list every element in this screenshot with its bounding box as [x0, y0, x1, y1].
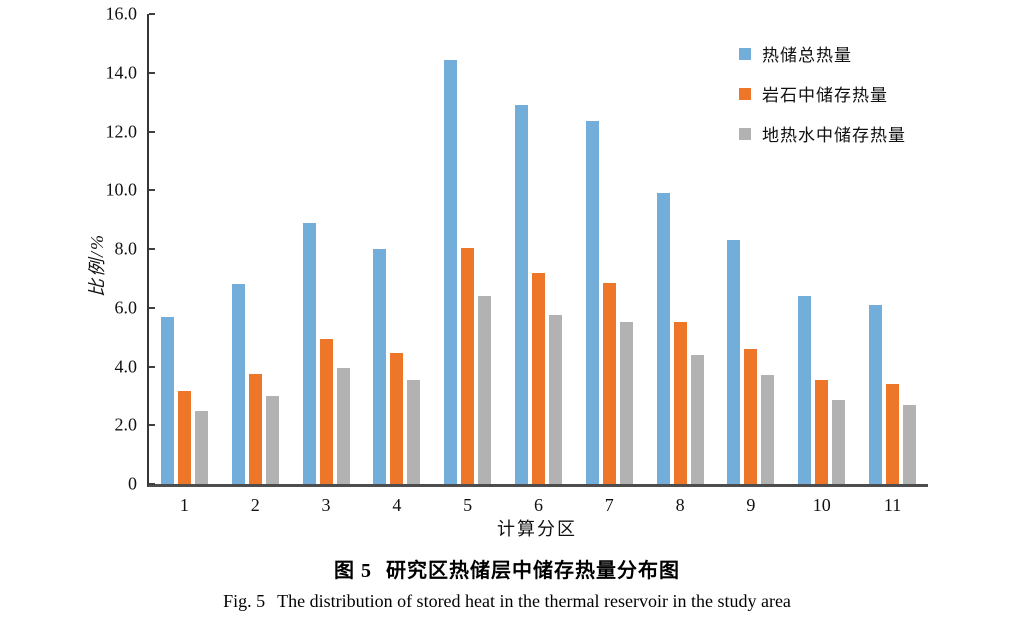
bar-total-heat: [160, 316, 174, 484]
x-tick-label: 7: [604, 495, 614, 515]
x-tick-label: 8: [675, 495, 685, 515]
bar-rock-heat: [531, 272, 545, 484]
bar-group: 8: [656, 14, 704, 515]
y-tick-label: 4.0: [114, 356, 138, 376]
bar-group: 3: [302, 14, 350, 515]
y-tick-label: 2.0: [114, 414, 138, 435]
y-tick-label: 10.0: [105, 179, 138, 200]
x-tick-label: 5: [463, 495, 473, 515]
bar-group: 10: [798, 14, 846, 515]
bar-total-heat: [727, 240, 741, 484]
y-tick-label: 12.0: [105, 121, 138, 141]
y-tick: [149, 248, 155, 250]
y-axis-ticks: 0 2.0 4.0 6.0 8.0 10.0 12.0 14.0 16.0: [106, 4, 928, 494]
x-tick-label: 1: [179, 495, 189, 515]
legend: 热储总热量岩石中储存热量 地热水中储存热量: [739, 41, 906, 146]
bar-rock-heat: [815, 379, 829, 484]
y-tick-label: 14.0: [105, 62, 138, 83]
bar-rock-heat: [886, 384, 900, 484]
y-tick: [149, 130, 155, 133]
x-tick-label: 9: [746, 495, 756, 515]
y-tick: [149, 424, 155, 427]
bar-total-heat: [585, 121, 599, 484]
bar-group: 5: [444, 14, 492, 515]
legend-label-total-heat: 热储总热量: [762, 46, 852, 65]
y-tick: [149, 483, 155, 485]
caption-zh-prefix: 图 5: [334, 560, 372, 582]
y-tick-label: 16.0: [105, 3, 138, 24]
bar-group: 11: [869, 14, 917, 515]
caption-zh: 图 5 研究区热储层中储存热量分布图: [0, 554, 1014, 583]
bar-water-heat: [832, 400, 846, 484]
x-tick-label: 11: [883, 495, 902, 515]
bar-water-heat: [478, 296, 492, 484]
bar-rock-heat: [461, 247, 475, 484]
bar-group: 4: [373, 14, 421, 515]
bar-total-heat: [514, 105, 528, 484]
bar-water-heat: [619, 322, 633, 484]
y-tick: [149, 13, 155, 15]
bar-group: 7: [585, 14, 633, 515]
bar-rock-heat: [319, 338, 333, 484]
legend-item-rock-heat: 岩石中储存热量: [739, 81, 906, 106]
x-tick-label: 3: [321, 495, 331, 515]
bar-total-heat: [869, 304, 883, 484]
bar-total-heat: [444, 59, 458, 484]
bar-group: 2: [231, 14, 279, 515]
bar-total-heat: [798, 296, 812, 484]
bar-total-heat: [656, 193, 670, 484]
y-tick: [149, 189, 155, 192]
bar-group: 1: [160, 14, 208, 515]
bar-total-heat: [302, 222, 316, 484]
bar-total-heat: [231, 284, 245, 484]
bar-water-heat: [407, 379, 421, 484]
legend-swatch-water-heat: [739, 127, 751, 140]
caption-en: Fig. 5 The distribution of stored heat in…: [0, 591, 1014, 612]
bar-group: 6: [514, 14, 562, 515]
caption-en-text: The distribution of stored heat in the t…: [277, 591, 791, 611]
bar-rock-heat: [673, 322, 687, 484]
caption-zh-text: 研究区热储层中储存热量分布图: [386, 560, 680, 582]
bar-rock-heat: [744, 348, 758, 484]
y-tick: [149, 306, 155, 309]
x-tick-label: 6: [533, 495, 543, 515]
legend-label-rock-heat: 岩石中储存热量: [762, 86, 888, 105]
y-tick-label: 8.0: [114, 238, 138, 259]
bar-water-heat: [761, 375, 775, 484]
bar-water-heat: [903, 404, 917, 484]
bar-rock-heat: [177, 391, 191, 484]
legend-label-water-heat: 地热水中储存热量: [762, 126, 906, 145]
y-tick: [149, 365, 155, 368]
caption-en-prefix: Fig. 5: [223, 591, 266, 611]
bar-water-heat: [265, 395, 279, 484]
legend-item-total-heat: 热储总热量: [739, 41, 906, 66]
bar-groups: 1 2 3 4 5 6 7 8 9 10 11: [149, 14, 928, 515]
bar-water-heat: [194, 410, 208, 484]
x-tick-label: 2: [250, 495, 260, 515]
bar-water-heat: [690, 354, 704, 484]
legend-item-water-heat: 地热水中储存热量: [739, 121, 906, 146]
legend-swatch-total-heat: [739, 47, 751, 60]
y-axis-title: 比例/%: [87, 233, 107, 297]
x-axis-title: 计算分区: [497, 519, 577, 539]
bar-group: 9: [727, 14, 775, 515]
bar-rock-heat: [390, 353, 404, 484]
bar-water-heat: [336, 367, 350, 484]
bar-water-heat: [548, 315, 562, 484]
legend-swatch-rock-heat: [739, 87, 751, 100]
bar-total-heat: [373, 249, 387, 484]
bar-rock-heat: [602, 282, 616, 484]
x-tick-label: 4: [392, 495, 402, 515]
y-tick-label: 0: [128, 473, 137, 494]
bar-rock-heat: [248, 373, 262, 484]
y-tick-label: 6.0: [114, 297, 138, 318]
x-tick-label: 10: [812, 495, 831, 515]
y-tick: [149, 71, 155, 74]
